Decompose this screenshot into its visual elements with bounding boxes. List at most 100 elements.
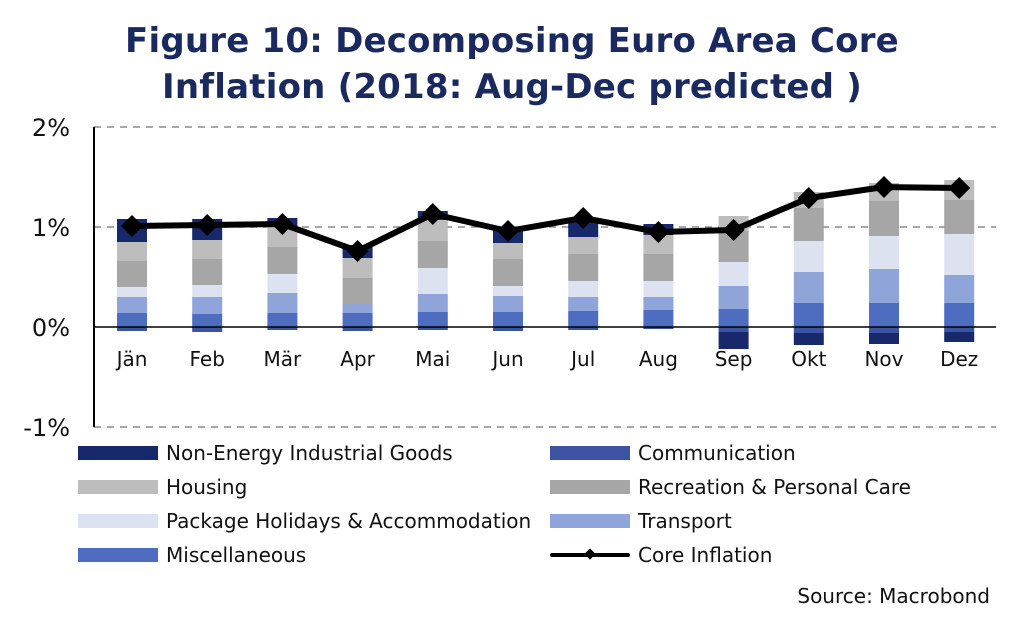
- bar-segment: [117, 242, 147, 261]
- bar-segment: [493, 327, 523, 331]
- bar-segment: [493, 296, 523, 312]
- x-tick-label: Nov: [864, 347, 903, 371]
- chart-title-line1: Figure 10: Decomposing Euro Area Core: [125, 21, 899, 61]
- y-tick-label: 1%: [32, 214, 70, 242]
- x-tick-label: Jun: [490, 347, 523, 371]
- bar-segment: [342, 304, 373, 313]
- y-tick-label: 2%: [32, 114, 70, 142]
- x-axis-tick-labels: Jän Feb Mär Apr Mai Jun Jul Aug Sep Okt Nov Dez: [115, 347, 979, 371]
- legend-item: Transport: [550, 506, 732, 536]
- bar-segment: [192, 297, 223, 314]
- legend-item: Housing: [78, 472, 247, 502]
- core-inflation-line: [121, 176, 971, 262]
- x-tick-label: Aug: [639, 347, 678, 371]
- bar-segment: [944, 332, 975, 342]
- x-tick-label: Feb: [189, 347, 224, 371]
- bar-segment: [568, 237, 599, 254]
- legend-item: Communication: [550, 438, 796, 468]
- legend-label: Transport: [638, 509, 732, 533]
- legend-label: Core Inflation: [638, 543, 773, 567]
- bar-stack-11: [944, 180, 975, 342]
- x-tick-label: Sep: [715, 347, 753, 371]
- core-inflation-marker: [346, 240, 369, 262]
- legend-swatch: [78, 514, 158, 528]
- bar-segment: [793, 241, 824, 272]
- bar-segment: [718, 332, 749, 349]
- bar-segment: [793, 272, 824, 303]
- legend-item: Non-Energy Industrial Goods: [78, 438, 453, 468]
- bar-segment: [793, 208, 824, 241]
- legend-label: Housing: [166, 475, 248, 499]
- legend-label: Miscellaneous: [166, 543, 307, 567]
- chart-title: Figure 10: Decomposing Euro Area Core In…: [0, 18, 1024, 110]
- bar-segment: [192, 285, 223, 297]
- bar-segment: [869, 269, 899, 303]
- bar-segment: [568, 222, 599, 237]
- legend-label: Non-Energy Industrial Goods: [166, 441, 453, 465]
- bar-segment: [192, 240, 223, 259]
- bar-segment: [493, 312, 523, 327]
- legend-label: Communication: [638, 441, 796, 465]
- bar-segment: [944, 234, 975, 275]
- core-inflation-marker: [271, 213, 294, 235]
- core-inflation-marker: [421, 203, 444, 225]
- bar-segment: [718, 286, 749, 309]
- chart-plot: 2% 1% 0% -1% Jän Feb Mär Apr Mai Jun Jul Aug Sep Okt…: [23, 114, 996, 440]
- legend-label: Recreation & Personal Care: [638, 475, 911, 499]
- bar-segment: [718, 262, 749, 286]
- legend-item: Package Holidays & Accommodation: [78, 506, 531, 536]
- x-tick-label: Apr: [340, 347, 375, 371]
- core-inflation-marker: [797, 187, 820, 209]
- bar-segment: [417, 294, 448, 312]
- bar-segment: [643, 310, 674, 327]
- bar-segment: [643, 254, 674, 281]
- bar-segment: [944, 275, 975, 303]
- bar-segment: [869, 303, 899, 327]
- bar-segment: [267, 293, 298, 313]
- bar-segment: [493, 286, 523, 296]
- y-axis-tick-labels: 2% 1% 0% -1%: [23, 114, 70, 440]
- bar-segment: [869, 327, 899, 333]
- bar-segment: [417, 241, 448, 268]
- x-tick-label: Mai: [415, 347, 450, 371]
- core-inflation-marker: [196, 214, 219, 236]
- bar-segment: [643, 327, 674, 329]
- bar-segment: [342, 327, 373, 331]
- bar-segment: [267, 227, 298, 247]
- x-tick-label: Mär: [264, 347, 303, 371]
- core-inflation-marker: [497, 220, 519, 242]
- core-inflation-marker: [873, 176, 895, 198]
- legend-line-swatch: [550, 548, 630, 562]
- bar-segment: [117, 297, 147, 313]
- bar-segment: [417, 327, 448, 330]
- bar-stack-4: [417, 211, 448, 330]
- bar-segment: [643, 297, 674, 310]
- legend-item: Miscellaneous: [78, 540, 306, 570]
- chart-title-line2: Inflation (2018: Aug-Dec predicted ): [162, 67, 862, 107]
- legend-swatch: [78, 480, 158, 494]
- core-inflation-marker: [572, 207, 595, 229]
- bar-segment: [192, 314, 223, 327]
- bar-segment: [342, 258, 373, 278]
- stacked-bars: [117, 180, 975, 349]
- bar-stack-9: [793, 192, 824, 345]
- bar-segment: [267, 327, 298, 330]
- legend-item: Core Inflation: [550, 540, 772, 570]
- bar-segment: [117, 287, 147, 297]
- bar-segment: [568, 254, 599, 281]
- bar-segment: [793, 333, 824, 345]
- bar-segment: [117, 313, 147, 327]
- bar-segment: [944, 327, 975, 332]
- grid-lines: [94, 126, 996, 428]
- bar-segment: [192, 259, 223, 285]
- bar-segment: [493, 259, 523, 286]
- bar-segment: [643, 235, 674, 254]
- bar-segment: [793, 327, 824, 333]
- bar-segment: [869, 201, 899, 236]
- bar-stack-6: [568, 222, 599, 330]
- core-inflation-polyline: [131, 184, 960, 254]
- bar-segment: [718, 309, 749, 327]
- legend-swatch: [78, 548, 158, 562]
- core-inflation-marker: [121, 215, 143, 237]
- legend-item: Recreation & Personal Care: [550, 472, 911, 502]
